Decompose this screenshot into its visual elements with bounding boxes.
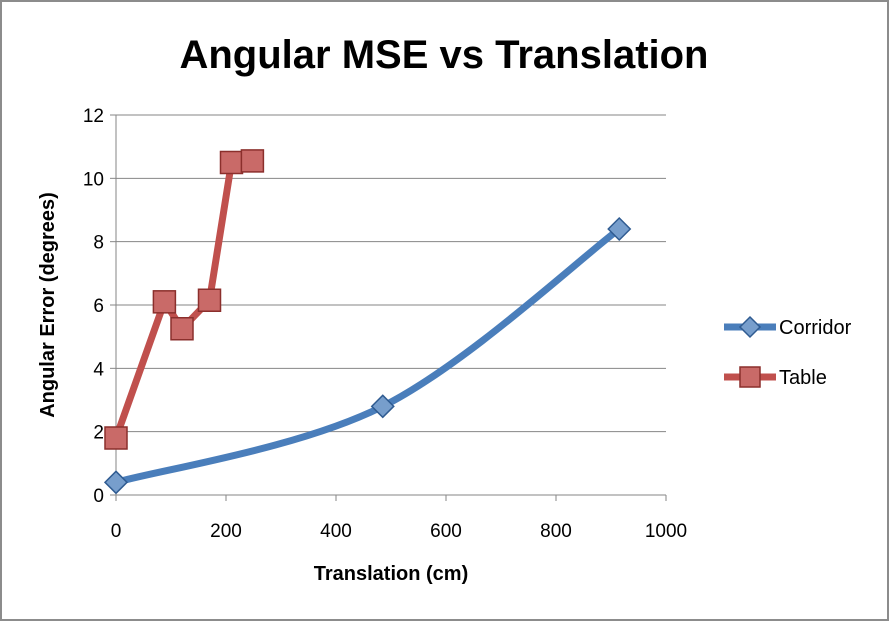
legend-label: Corridor — [779, 317, 852, 339]
data-point-table — [219, 150, 244, 175]
x-tick-label: 200 — [210, 521, 242, 542]
x-ticks: 0 200 400 600 800 1000 — [111, 521, 687, 542]
series-line-corridor — [112, 225, 623, 486]
legend-item-table: Table — [724, 366, 827, 389]
y-tick-label: 4 — [93, 359, 104, 380]
series-line-table — [112, 157, 256, 442]
legend-item-corridor: Corridor — [724, 315, 852, 339]
series-table — [104, 149, 265, 450]
data-point-corridor — [607, 216, 632, 242]
x-axis-label: Translation (cm) — [314, 563, 468, 585]
y-tick-label: 8 — [93, 233, 104, 254]
x-tick-label: 800 — [540, 521, 572, 542]
legend: Corridor Table — [724, 315, 852, 389]
data-point-corridor — [103, 470, 129, 495]
chart-title: Angular MSE vs Translation — [179, 33, 708, 77]
y-ticks: 0 2 4 6 8 10 12 — [83, 106, 105, 507]
x-tick-label: 1000 — [645, 521, 687, 542]
legend-marker — [739, 366, 761, 388]
data-point-table — [197, 288, 222, 312]
y-axis-label: Angular Error (degrees) — [37, 192, 59, 418]
legend-marker — [738, 315, 762, 339]
data-point-table — [240, 149, 265, 173]
data-point-table — [152, 290, 177, 314]
data-point-corridor — [370, 394, 395, 419]
y-tick-label: 10 — [83, 169, 104, 190]
series-corridor — [103, 216, 632, 495]
grid — [110, 114, 667, 501]
x-tick-label: 0 — [111, 521, 122, 542]
data-point-table — [170, 317, 194, 341]
data-point-table — [104, 426, 128, 450]
y-tick-label: 12 — [83, 106, 104, 127]
x-tick-label: 600 — [430, 521, 462, 542]
y-tick-label: 2 — [93, 423, 104, 444]
series-layer — [103, 149, 632, 495]
y-tick-label: 6 — [93, 296, 104, 317]
x-tick-label: 400 — [320, 521, 352, 542]
y-tick-label: 0 — [93, 486, 104, 507]
legend-label: Table — [779, 367, 827, 389]
